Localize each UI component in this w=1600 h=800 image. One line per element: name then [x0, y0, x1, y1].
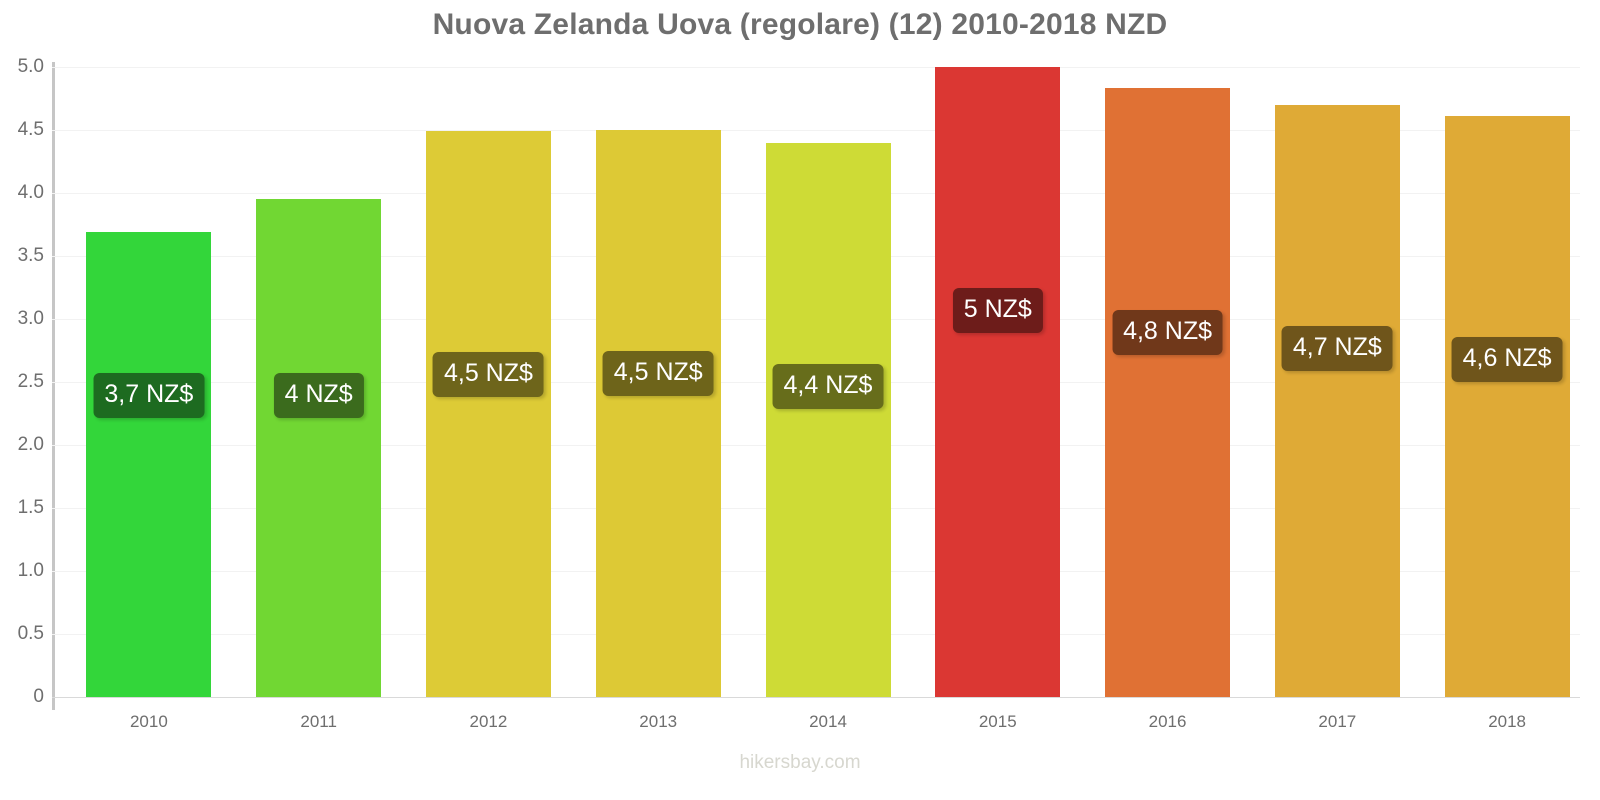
x-axis-tick-label: 2018	[1488, 712, 1527, 731]
bar[interactable]: 4 NZ$	[256, 199, 382, 697]
y-axis-tick-label: 0.5	[17, 623, 44, 644]
footer-credit: hikersbay.com	[739, 752, 861, 773]
y-axis-tick-label: 2.0	[17, 434, 44, 455]
x-axis-tick-label: 2013	[639, 712, 678, 731]
x-axis-tick-label: 2011	[300, 712, 337, 731]
bar-value-label: 4,6 NZ$	[1451, 337, 1563, 383]
axis-baseline	[52, 697, 1580, 698]
y-axis-tick-label: 2.5	[17, 371, 44, 392]
y-axis-tick-label: 3.0	[17, 308, 44, 329]
x-axis-tick-label: 2017	[1318, 712, 1357, 731]
bar-value-label: 4,4 NZ$	[772, 363, 884, 409]
bar[interactable]: 4,4 NZ$	[765, 142, 891, 697]
bar[interactable]: 4,7 NZ$	[1274, 104, 1400, 697]
y-axis-line	[52, 62, 55, 710]
y-axis-tick-label: 1.5	[17, 497, 44, 518]
bar-value-label: 3,7 NZ$	[93, 372, 205, 418]
x-axis-tick-label: 2010	[129, 712, 168, 731]
bar-value-label: 4,5 NZ$	[602, 351, 714, 397]
bar-value-label: 4 NZ$	[273, 372, 364, 418]
bar[interactable]: 4,6 NZ$	[1444, 116, 1570, 697]
page-title: Nuova Zelanda Uova (regolare) (12) 2010-…	[432, 8, 1168, 41]
gridline	[52, 67, 1580, 68]
bar[interactable]: 4,8 NZ$	[1105, 88, 1231, 697]
bar[interactable]: 5 NZ$	[935, 67, 1061, 697]
y-axis-tick-label: 5.0	[17, 56, 44, 77]
x-axis-tick-label: 2012	[469, 712, 508, 731]
gridline	[52, 130, 1580, 131]
bar-value-label: 4,7 NZ$	[1281, 325, 1393, 371]
y-axis-tick-label: 3.5	[17, 245, 44, 266]
bar[interactable]: 4,5 NZ$	[425, 131, 551, 697]
x-axis-tick-label: 2014	[809, 712, 847, 731]
y-axis-tick-label: 4.5	[17, 119, 44, 140]
x-axis-tick-label: 2015	[978, 712, 1017, 731]
x-axis-tick-label: 2016	[1148, 712, 1187, 731]
y-axis-tick-label: 0	[33, 686, 44, 707]
bar[interactable]: 3,7 NZ$	[86, 232, 212, 697]
bar[interactable]: 4,5 NZ$	[595, 130, 721, 697]
bar-value-label: 4,8 NZ$	[1112, 309, 1224, 355]
bar-value-label: 4,5 NZ$	[432, 352, 544, 398]
plot-area: 3,7 NZ$ 4 NZ$ 4,5 NZ$ 4,5 NZ$ 4,4 NZ$ 5 NZ$ 4,…	[52, 67, 1580, 698]
bar-value-label: 5 NZ$	[952, 288, 1043, 334]
y-axis-tick-label: 1.0	[17, 560, 44, 581]
y-axis-tick-label: 4.0	[17, 182, 44, 203]
